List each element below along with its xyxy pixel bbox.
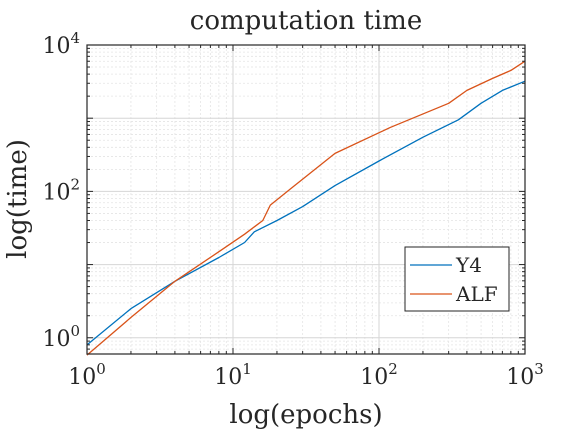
series-line-y4 [86,80,526,346]
series-lines [86,60,526,356]
series-line-alf [86,60,526,356]
legend-box [404,246,510,312]
x-tick-label: 100 [68,360,106,390]
legend: Y4 ALF [404,246,510,312]
chart-title: computation time [190,6,422,36]
plot-frame [86,44,526,355]
tick-labels: 100 101 102 103 100 102 104 [42,29,543,390]
x-tick-label: 101 [214,360,252,390]
x-axis-label: log(epochs) [229,400,382,430]
x-tick-label: 103 [506,360,544,390]
y-tick-label: 104 [42,29,80,59]
y-tick-label: 102 [42,175,80,205]
legend-label-alf: ALF [455,282,498,306]
y-axis-label: log(time) [3,139,33,259]
legend-label-y4: Y4 [455,253,482,277]
x-tick-label: 102 [360,360,398,390]
axis-ticks [86,44,526,355]
y-tick-label: 100 [42,322,80,352]
